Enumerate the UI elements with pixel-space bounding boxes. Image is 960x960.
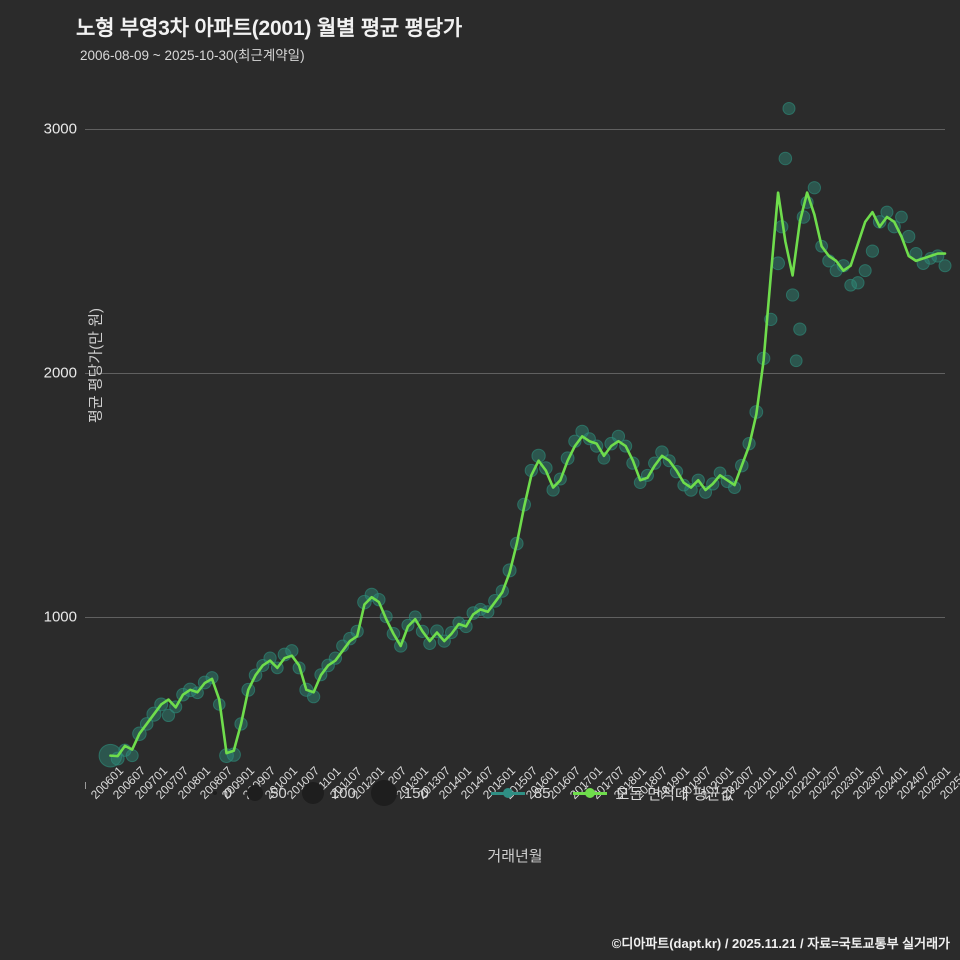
y-tick-label: 2000 (43, 364, 77, 382)
x-tick-mark (781, 782, 783, 789)
x-tick-mark (172, 782, 174, 789)
x-tick-mark (106, 782, 108, 789)
x-tick-mark (215, 782, 217, 789)
footer-credit: ©디아파트(dapt.kr) / 2025.11.21 / 자료=국토교통부 실… (611, 936, 950, 951)
x-tick-mark (455, 782, 457, 789)
x-tick-mark (498, 782, 500, 789)
x-tick-mark (368, 782, 370, 789)
x-tick-mark (324, 782, 326, 789)
scatter-point (785, 288, 800, 302)
gridline-2000 (85, 372, 945, 374)
scatter-point (161, 708, 176, 723)
legend-swatch-icon (490, 786, 525, 800)
scatter-point (372, 593, 386, 607)
x-tick-mark (563, 782, 565, 789)
legend-series-item[interactable]: 모든 면적대 평균값 (572, 783, 735, 804)
y-tick-label: 1000 (43, 608, 77, 626)
scatter-point (789, 354, 803, 368)
legend-size-label: 50 (270, 784, 287, 802)
x-tick-mark (476, 782, 478, 789)
x-tick-mark (825, 782, 827, 789)
gridline-3000 (85, 129, 945, 131)
x-tick-mark (607, 782, 609, 789)
scatter-point (699, 485, 713, 499)
x-tick-mark (346, 782, 348, 789)
average-line-series (109, 191, 947, 758)
x-tick-mark (280, 782, 282, 789)
scatter-point (793, 322, 807, 336)
x-tick-mark (85, 782, 86, 789)
y-axis-label: 평균 평당가(만 원) (87, 308, 105, 423)
x-tick-mark (890, 782, 892, 789)
scatter-point (938, 259, 952, 273)
x-tick-mark (629, 782, 631, 789)
scatter-point (895, 210, 908, 224)
x-tick-mark (193, 782, 195, 789)
x-tick-mark (672, 782, 674, 789)
x-tick-mark (651, 782, 653, 789)
scatter-point (771, 256, 785, 271)
scatter-point (408, 610, 422, 624)
page-title: 노형 부영3차 아파트(2001) 월별 평균 평당가 (76, 17, 462, 40)
x-tick-mark (433, 782, 435, 789)
y-tick-label: 3000 (43, 120, 77, 138)
scatter-point (807, 181, 822, 195)
scatter-point (844, 278, 858, 292)
scatter-point (546, 483, 560, 497)
x-tick-mark (759, 782, 761, 789)
legend-size-bubble (212, 791, 217, 795)
x-tick-mark (716, 782, 718, 789)
scatter-point (851, 276, 865, 290)
scatter-point (782, 102, 796, 116)
scatter-point (125, 749, 139, 763)
legend-size-bubble (247, 785, 264, 801)
plot-area: 1000 2000 3000 200601 200607 200701 200707 200… (44, 100, 960, 865)
x-tick-mark (912, 782, 914, 789)
legend-size-label: 150 (403, 784, 429, 802)
x-tick-mark (847, 782, 849, 789)
gridline-1000 (85, 616, 945, 618)
scatter-point (597, 451, 611, 465)
legend-series-label: 85 (533, 784, 551, 802)
x-tick-mark (934, 782, 936, 789)
x-axis-label: 거래년월 (487, 848, 543, 865)
scatter-point (655, 445, 669, 459)
legend-size-label: 0 (223, 784, 233, 802)
legend-size-scale: 0 50 100 150 (204, 780, 435, 806)
legend-series-label: 모든 면적대 평균값 (615, 785, 735, 803)
chart-legend: 0 50 100 150 85 모든 면적대 평균값 (0, 780, 960, 806)
data-series-layer (98, 102, 952, 768)
x-tick-mark (738, 782, 740, 789)
scatter-point (865, 244, 880, 258)
x-tick-mark (803, 782, 805, 789)
chart-subtitle: 2006-08-09 ~ 2025-10-30(최근계약일) (80, 48, 305, 63)
x-tick-mark (259, 782, 261, 789)
legend-size-bubble (301, 782, 324, 804)
legend-size-bubble (370, 780, 397, 806)
x-tick-mark (694, 782, 696, 789)
x-tick-mark (411, 782, 413, 789)
scatter-point (858, 264, 872, 278)
scatter-series-85 (98, 102, 952, 768)
x-tick-mark (128, 782, 130, 789)
x-tick-mark (237, 782, 239, 789)
x-tick-mark (868, 782, 870, 789)
x-tick-mark (520, 782, 522, 789)
legend-swatch-icon (572, 786, 607, 800)
scatter-point (423, 637, 437, 651)
x-tick-mark (150, 782, 152, 789)
legend-series-item[interactable]: 85 (490, 784, 551, 802)
legend-size-label: 100 (330, 784, 356, 802)
x-tick-mark (585, 782, 587, 789)
x-tick-mark (542, 782, 544, 789)
scatter-point (778, 151, 793, 166)
legend-series: 85 모든 면적대 평균값 (490, 783, 756, 804)
